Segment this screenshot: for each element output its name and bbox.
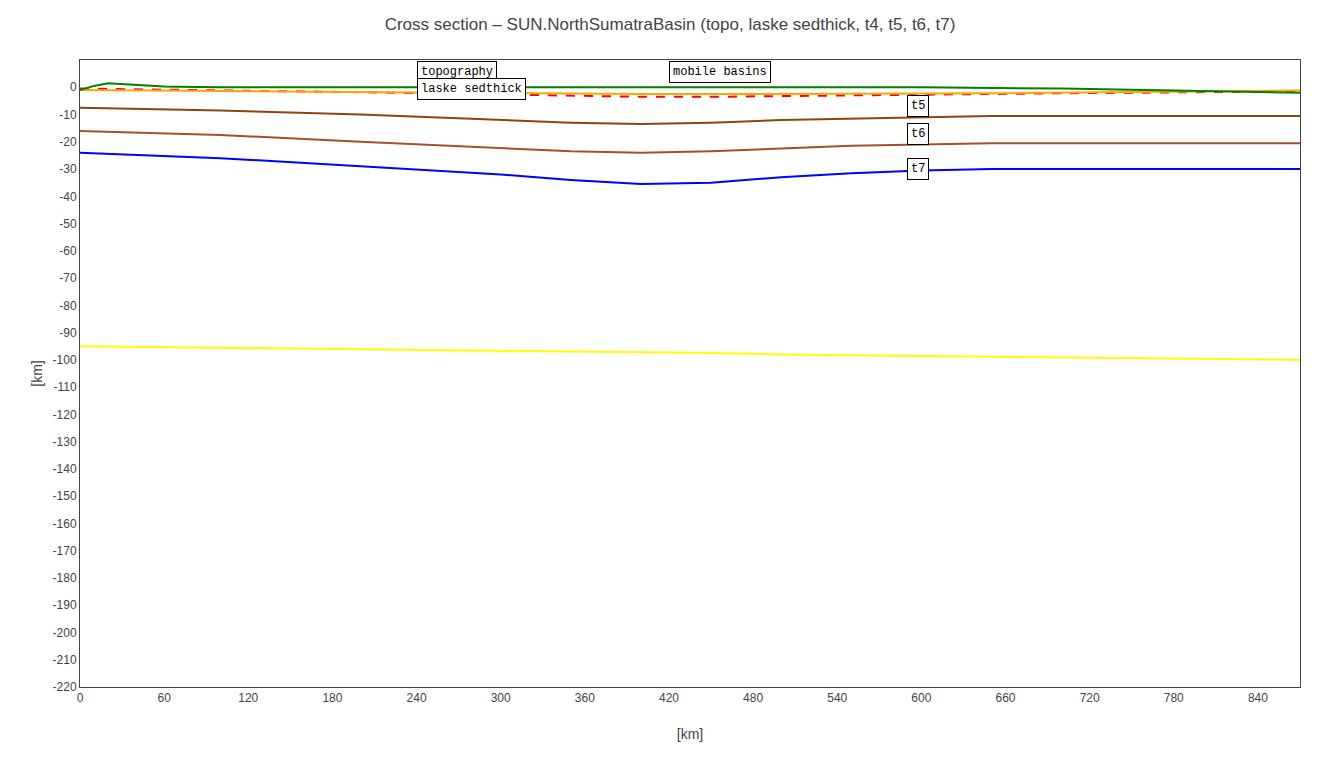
svg-text:660: 660 [996, 691, 1016, 705]
svg-text:-220: -220 [53, 680, 77, 694]
svg-text:[km]: [km] [677, 726, 703, 742]
svg-text:-140: -140 [53, 462, 77, 476]
svg-text:-60: -60 [59, 244, 77, 258]
svg-text:-210: -210 [53, 653, 77, 667]
svg-text:-40: -40 [59, 190, 77, 204]
svg-text:t5: t5 [911, 99, 925, 113]
svg-text:180: 180 [322, 691, 342, 705]
svg-text:0: 0 [77, 691, 84, 705]
svg-text:mobile basins: mobile basins [673, 65, 767, 79]
svg-text:Cross section – SUN.NorthSumat: Cross section – SUN.NorthSumatraBasin (t… [385, 15, 956, 34]
svg-text:-130: -130 [53, 435, 77, 449]
svg-text:-120: -120 [53, 408, 77, 422]
svg-text:-110: -110 [53, 380, 76, 394]
svg-text:840: 840 [1248, 691, 1268, 705]
svg-text:-100: -100 [53, 353, 77, 367]
svg-text:600: 600 [911, 691, 931, 705]
svg-text:480: 480 [743, 691, 763, 705]
svg-text:-90: -90 [59, 326, 77, 340]
svg-text:300: 300 [491, 691, 511, 705]
svg-text:-30: -30 [59, 162, 77, 176]
svg-text:[km]: [km] [29, 360, 45, 386]
svg-text:720: 720 [1080, 691, 1100, 705]
svg-text:780: 780 [1164, 691, 1184, 705]
svg-text:60: 60 [157, 691, 171, 705]
svg-text:-50: -50 [59, 217, 77, 231]
svg-text:t7: t7 [911, 162, 925, 176]
svg-text:-170: -170 [53, 544, 77, 558]
svg-text:120: 120 [238, 691, 258, 705]
svg-text:-190: -190 [53, 598, 77, 612]
svg-text:-180: -180 [53, 571, 77, 585]
svg-text:-150: -150 [53, 489, 77, 503]
svg-text:360: 360 [575, 691, 595, 705]
svg-text:-160: -160 [53, 517, 77, 531]
svg-text:540: 540 [827, 691, 847, 705]
svg-text:laske sedthick: laske sedthick [421, 82, 522, 96]
svg-text:420: 420 [659, 691, 679, 705]
svg-text:-200: -200 [53, 626, 77, 640]
svg-text:-20: -20 [59, 135, 77, 149]
svg-text:-10: -10 [59, 108, 77, 122]
svg-text:-80: -80 [59, 299, 77, 313]
svg-text:t6: t6 [911, 127, 925, 141]
svg-text:topography: topography [421, 65, 493, 79]
svg-text:-70: -70 [59, 271, 77, 285]
svg-text:0: 0 [70, 80, 77, 94]
svg-text:240: 240 [407, 691, 427, 705]
